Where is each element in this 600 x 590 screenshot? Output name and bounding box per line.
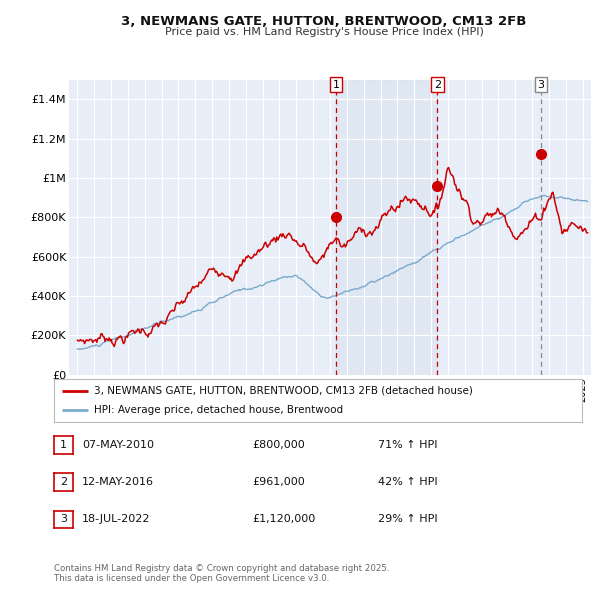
- Text: 29% ↑ HPI: 29% ↑ HPI: [378, 514, 437, 525]
- Text: 2: 2: [60, 477, 67, 487]
- Text: 18-JUL-2022: 18-JUL-2022: [82, 514, 151, 525]
- Text: £961,000: £961,000: [252, 477, 305, 487]
- Bar: [336, 80, 437, 375]
- Text: 1: 1: [60, 440, 67, 450]
- Text: 42% ↑ HPI: 42% ↑ HPI: [378, 477, 437, 487]
- Text: 3, NEWMANS GATE, HUTTON, BRENTWOOD, CM13 2FB (detached house): 3, NEWMANS GATE, HUTTON, BRENTWOOD, CM13…: [94, 386, 472, 396]
- Text: HPI: Average price, detached house, Brentwood: HPI: Average price, detached house, Bren…: [94, 405, 343, 415]
- Text: 2: 2: [434, 80, 441, 90]
- Text: Contains HM Land Registry data © Crown copyright and database right 2025.
This d: Contains HM Land Registry data © Crown c…: [54, 563, 389, 583]
- Text: £800,000: £800,000: [252, 440, 305, 450]
- Text: 12-MAY-2016: 12-MAY-2016: [82, 477, 154, 487]
- Text: Price paid vs. HM Land Registry's House Price Index (HPI): Price paid vs. HM Land Registry's House …: [164, 27, 484, 37]
- Text: 1: 1: [332, 80, 340, 90]
- Text: 3: 3: [60, 514, 67, 525]
- Text: 71% ↑ HPI: 71% ↑ HPI: [378, 440, 437, 450]
- Text: 3: 3: [538, 80, 545, 90]
- Text: 3, NEWMANS GATE, HUTTON, BRENTWOOD, CM13 2FB: 3, NEWMANS GATE, HUTTON, BRENTWOOD, CM13…: [121, 15, 527, 28]
- Text: £1,120,000: £1,120,000: [252, 514, 315, 525]
- Text: 07-MAY-2010: 07-MAY-2010: [82, 440, 154, 450]
